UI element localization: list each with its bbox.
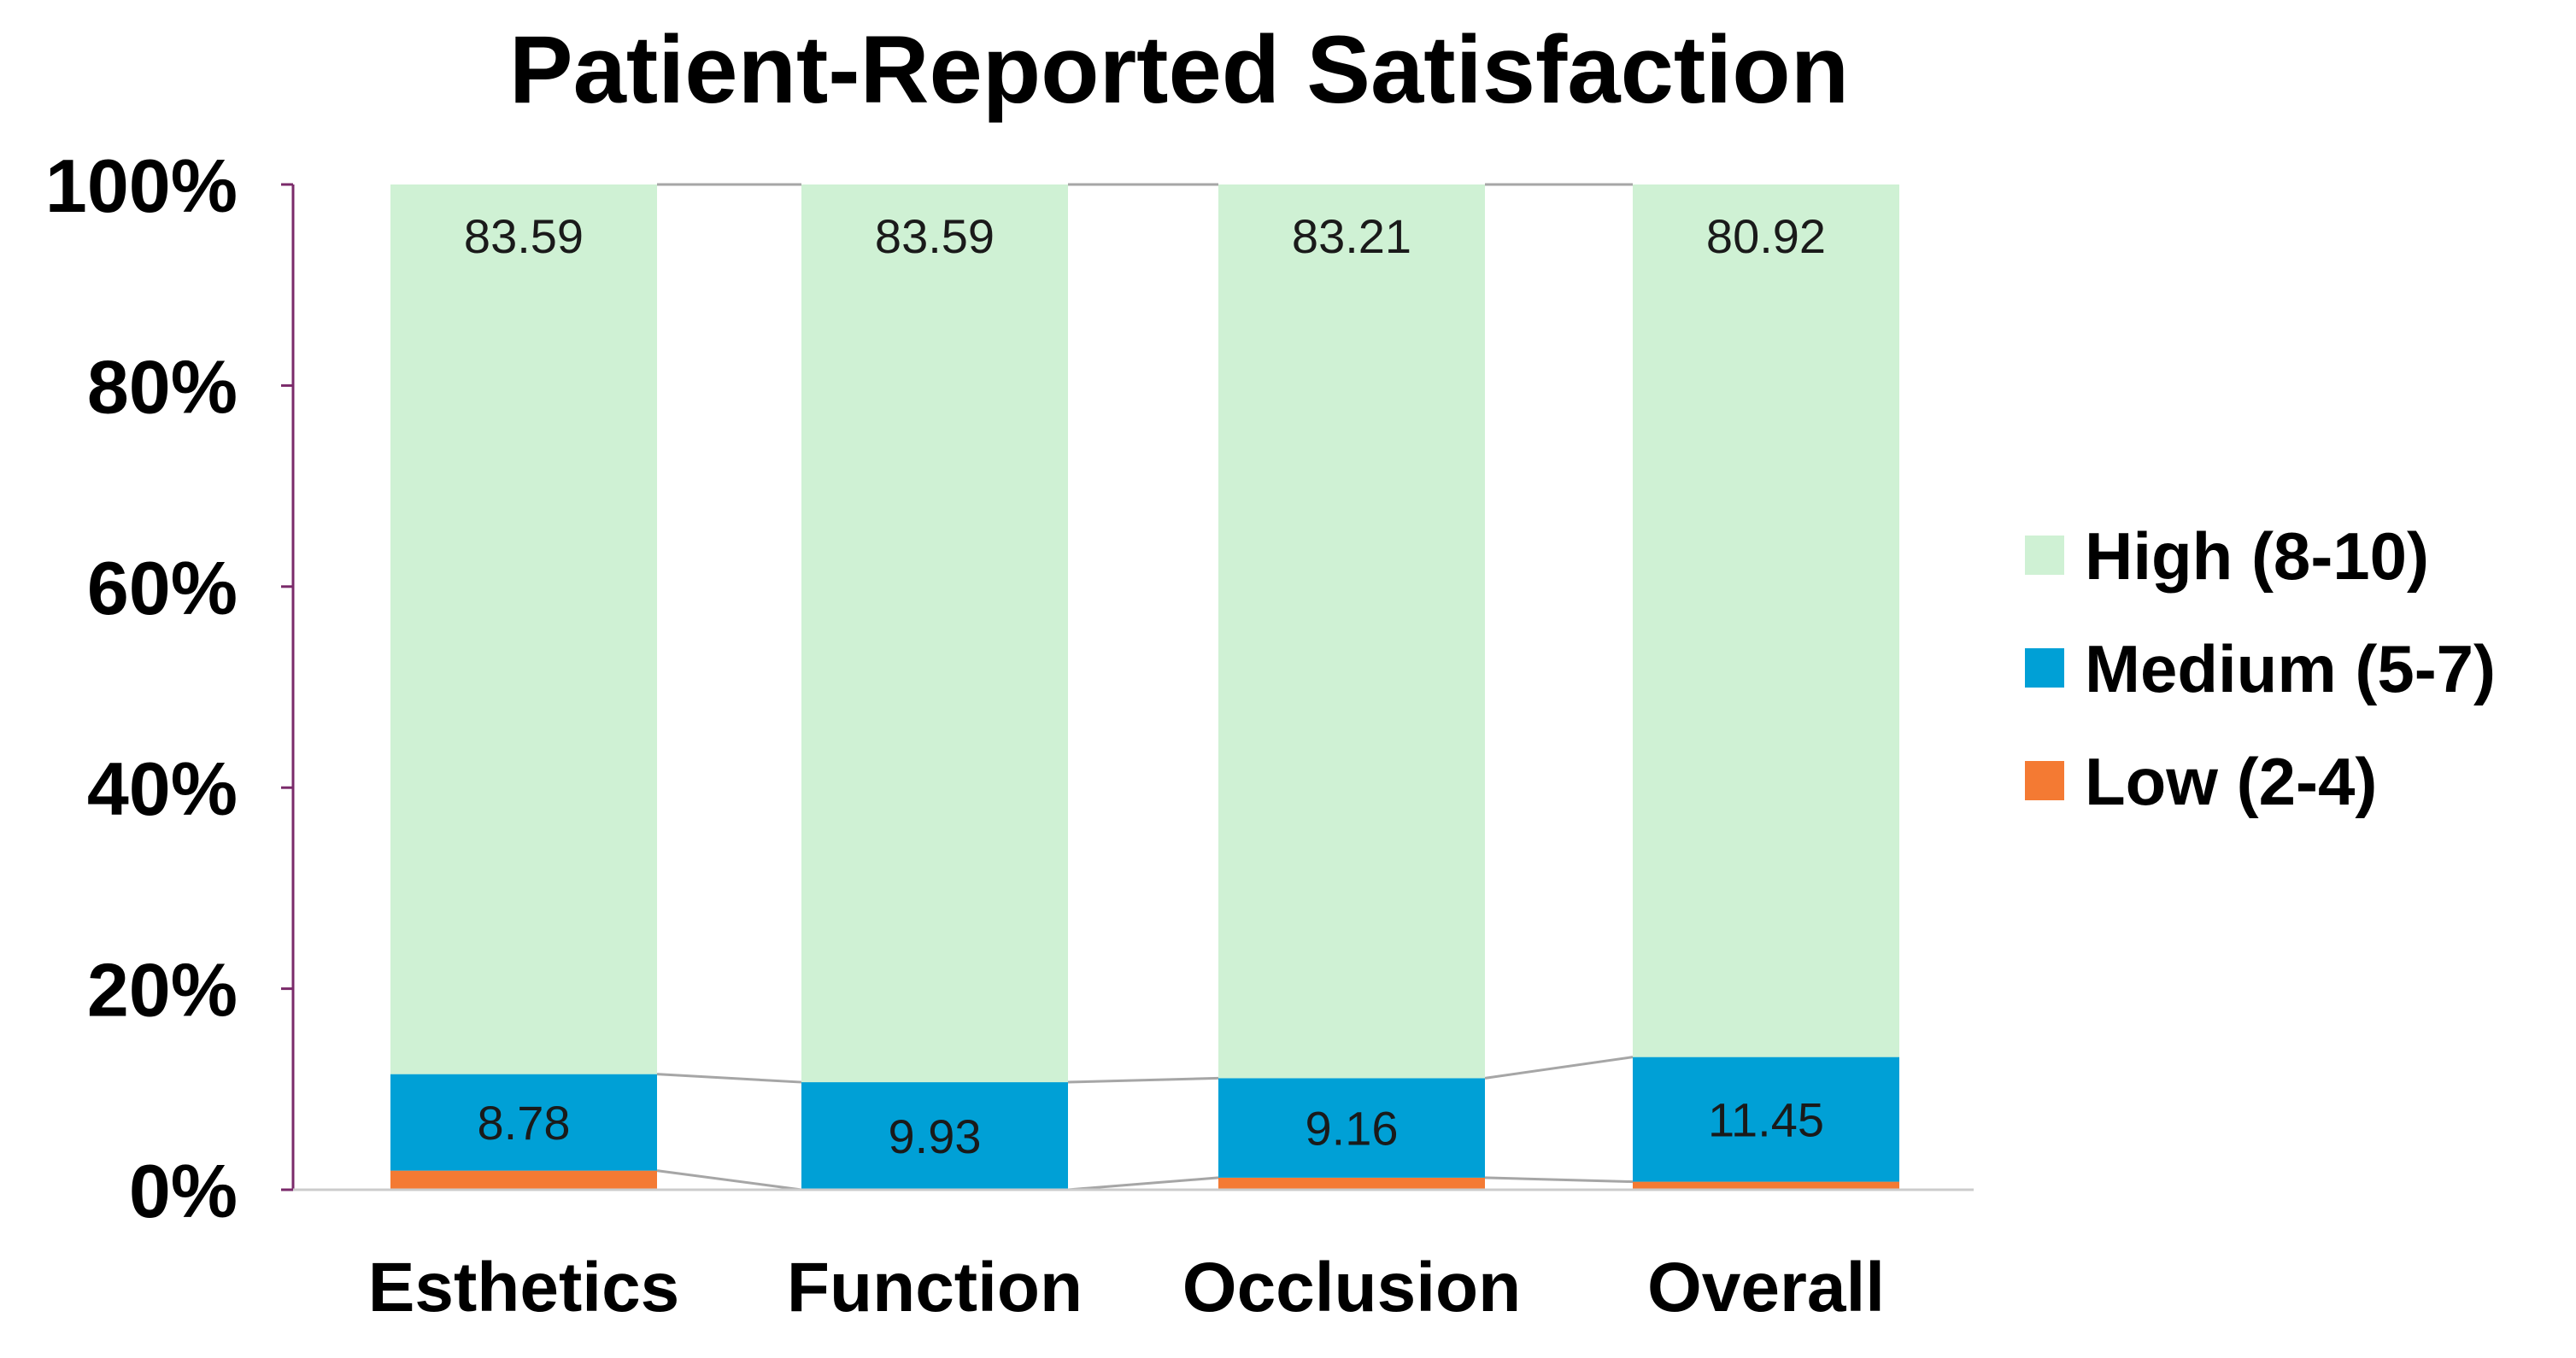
data-label-medium-5-7: 8.78: [478, 1096, 571, 1150]
y-tick-label: 0%: [129, 1149, 238, 1233]
legend-swatch-high-8-10: [2025, 536, 2064, 575]
legend-label-medium-5-7: Medium (5-7): [2085, 631, 2496, 706]
data-label-medium-5-7: 9.93: [889, 1109, 982, 1163]
legend-label-low-2-4: Low (2-4): [2085, 744, 2377, 819]
legend-swatch-medium-5-7: [2025, 648, 2064, 688]
bar-low-2-4-occlusion: [1218, 1177, 1485, 1190]
bar-high-8-10-overall: [1633, 184, 1899, 1057]
connector-medium-5-7-2: [1067, 1076, 1219, 1084]
bars: [390, 184, 1899, 1190]
legend-label-high-8-10: High (8-10): [2085, 518, 2429, 594]
bar-high-8-10-function: [801, 184, 1068, 1083]
bar-low-2-4-overall: [1633, 1181, 1899, 1190]
data-label-medium-5-7: 11.45: [1708, 1093, 1824, 1147]
bar-medium-5-7-esthetics: [390, 1074, 657, 1171]
series-connector-lines: [656, 183, 1634, 1191]
legend-swatch-low-2-4: [2025, 761, 2064, 800]
data-label-high-8-10: 83.21: [1292, 209, 1411, 263]
data-label-high-8-10: 83.59: [875, 209, 995, 263]
y-tick-label: 20%: [87, 948, 238, 1033]
data-label-high-8-10: 83.59: [464, 209, 584, 263]
x-tick-label: Esthetics: [368, 1249, 680, 1326]
connector-low-2-4-2: [1067, 1176, 1219, 1191]
legend: High (8-10) Medium (5-7) Low (2-4): [2025, 518, 2496, 819]
connector-low-2-4-3: [1484, 1176, 1634, 1184]
data-labels: 8.78 9.93 9.16 11.45 83.59 83.59 83.21 80.92: [464, 209, 1826, 1163]
chart-title: Patient-Reported Satisfaction: [509, 16, 1849, 123]
connector-low-2-4-1: [656, 1169, 802, 1191]
bar-medium-5-7-overall: [1633, 1057, 1899, 1182]
x-tick-label: Occlusion: [1182, 1249, 1521, 1326]
y-axis: 0% 20% 40% 60% 80% 100%: [45, 143, 1974, 1233]
bar-medium-5-7-occlusion: [1218, 1078, 1485, 1178]
y-tick-label: 100%: [45, 143, 238, 228]
bar-medium-5-7-function: [801, 1082, 1068, 1190]
x-tick-label: Function: [787, 1249, 1083, 1326]
connector-medium-5-7-1: [656, 1073, 802, 1084]
y-tick-label: 80%: [87, 344, 238, 429]
x-tick-label: Overall: [1647, 1249, 1885, 1326]
bar-high-8-10-esthetics: [390, 184, 657, 1074]
y-tick-label: 60%: [87, 546, 238, 630]
bar-low-2-4-esthetics: [390, 1170, 657, 1190]
x-axis-labels: Esthetics Function Occlusion Overall: [368, 1249, 1885, 1326]
data-label-medium-5-7: 9.16: [1306, 1102, 1399, 1156]
connector-medium-5-7-3: [1484, 1056, 1634, 1080]
y-tick-label: 40%: [87, 746, 238, 831]
data-label-high-8-10: 80.92: [1706, 209, 1826, 263]
bar-high-8-10-occlusion: [1218, 184, 1485, 1079]
